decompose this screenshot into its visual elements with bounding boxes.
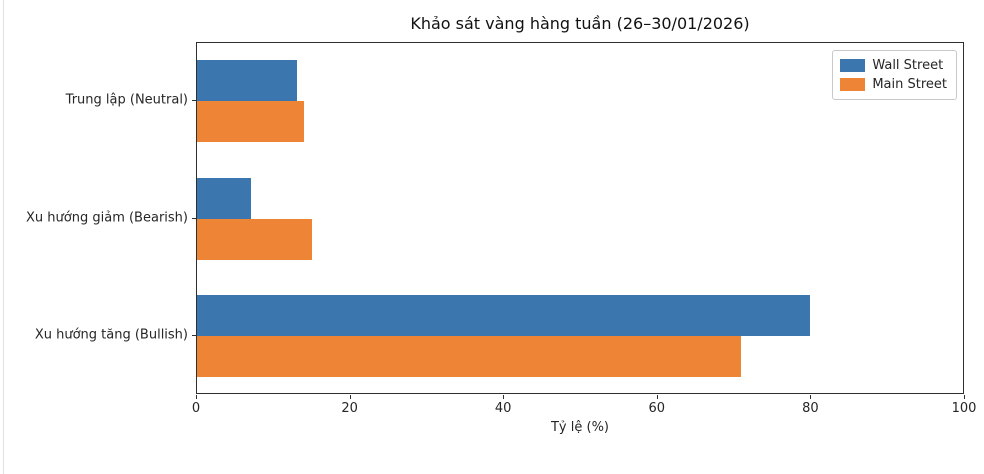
y-tick-mark — [192, 335, 196, 336]
y-tick-mark — [192, 100, 196, 101]
y-tick-label: Trung lập (Neutral) — [65, 92, 188, 108]
y-tick-label: Xu hướng tăng (Bullish) — [34, 327, 188, 343]
bar-wall-street — [197, 177, 251, 219]
x-tick-mark — [503, 395, 505, 399]
legend-item: Main Street — [840, 75, 947, 94]
x-tick-mark — [810, 395, 812, 399]
legend-item: Wall Street — [840, 56, 947, 75]
x-tick-label: 20 — [341, 401, 358, 416]
bar-main-street — [197, 218, 312, 260]
bar-main-street — [197, 101, 305, 142]
x-axis-label: Tỷ lệ (%) — [550, 420, 609, 435]
x-tick-label: 40 — [494, 401, 512, 416]
bar-main-street — [197, 336, 741, 377]
x-tick-label: 60 — [648, 401, 666, 416]
plot-area: Wall Street Main Street — [196, 42, 964, 394]
legend-label: Wall Street — [872, 58, 944, 73]
legend: Wall Street Main Street — [832, 50, 957, 100]
x-tick-mark — [349, 395, 351, 399]
chart-title: Khảo sát vàng hàng tuần (26–30/01/2026) — [410, 14, 750, 33]
x-tick-mark — [656, 395, 658, 399]
x-tick-mark — [964, 395, 965, 399]
x-tick-label: 100 — [951, 401, 977, 416]
y-tick-mark — [192, 217, 196, 219]
x-tick-label: 80 — [802, 401, 819, 416]
legend-label: Main Street — [872, 77, 947, 92]
x-tick-label: 0 — [191, 401, 201, 416]
legend-swatch — [840, 59, 866, 72]
x-tick-mark — [196, 395, 197, 399]
window-edge-line — [3, 0, 4, 474]
bar-wall-street — [197, 295, 810, 336]
y-tick-label: Xu hướng giảm (Bearish) — [26, 210, 188, 225]
bar-wall-street — [197, 60, 297, 101]
legend-swatch — [840, 78, 866, 91]
